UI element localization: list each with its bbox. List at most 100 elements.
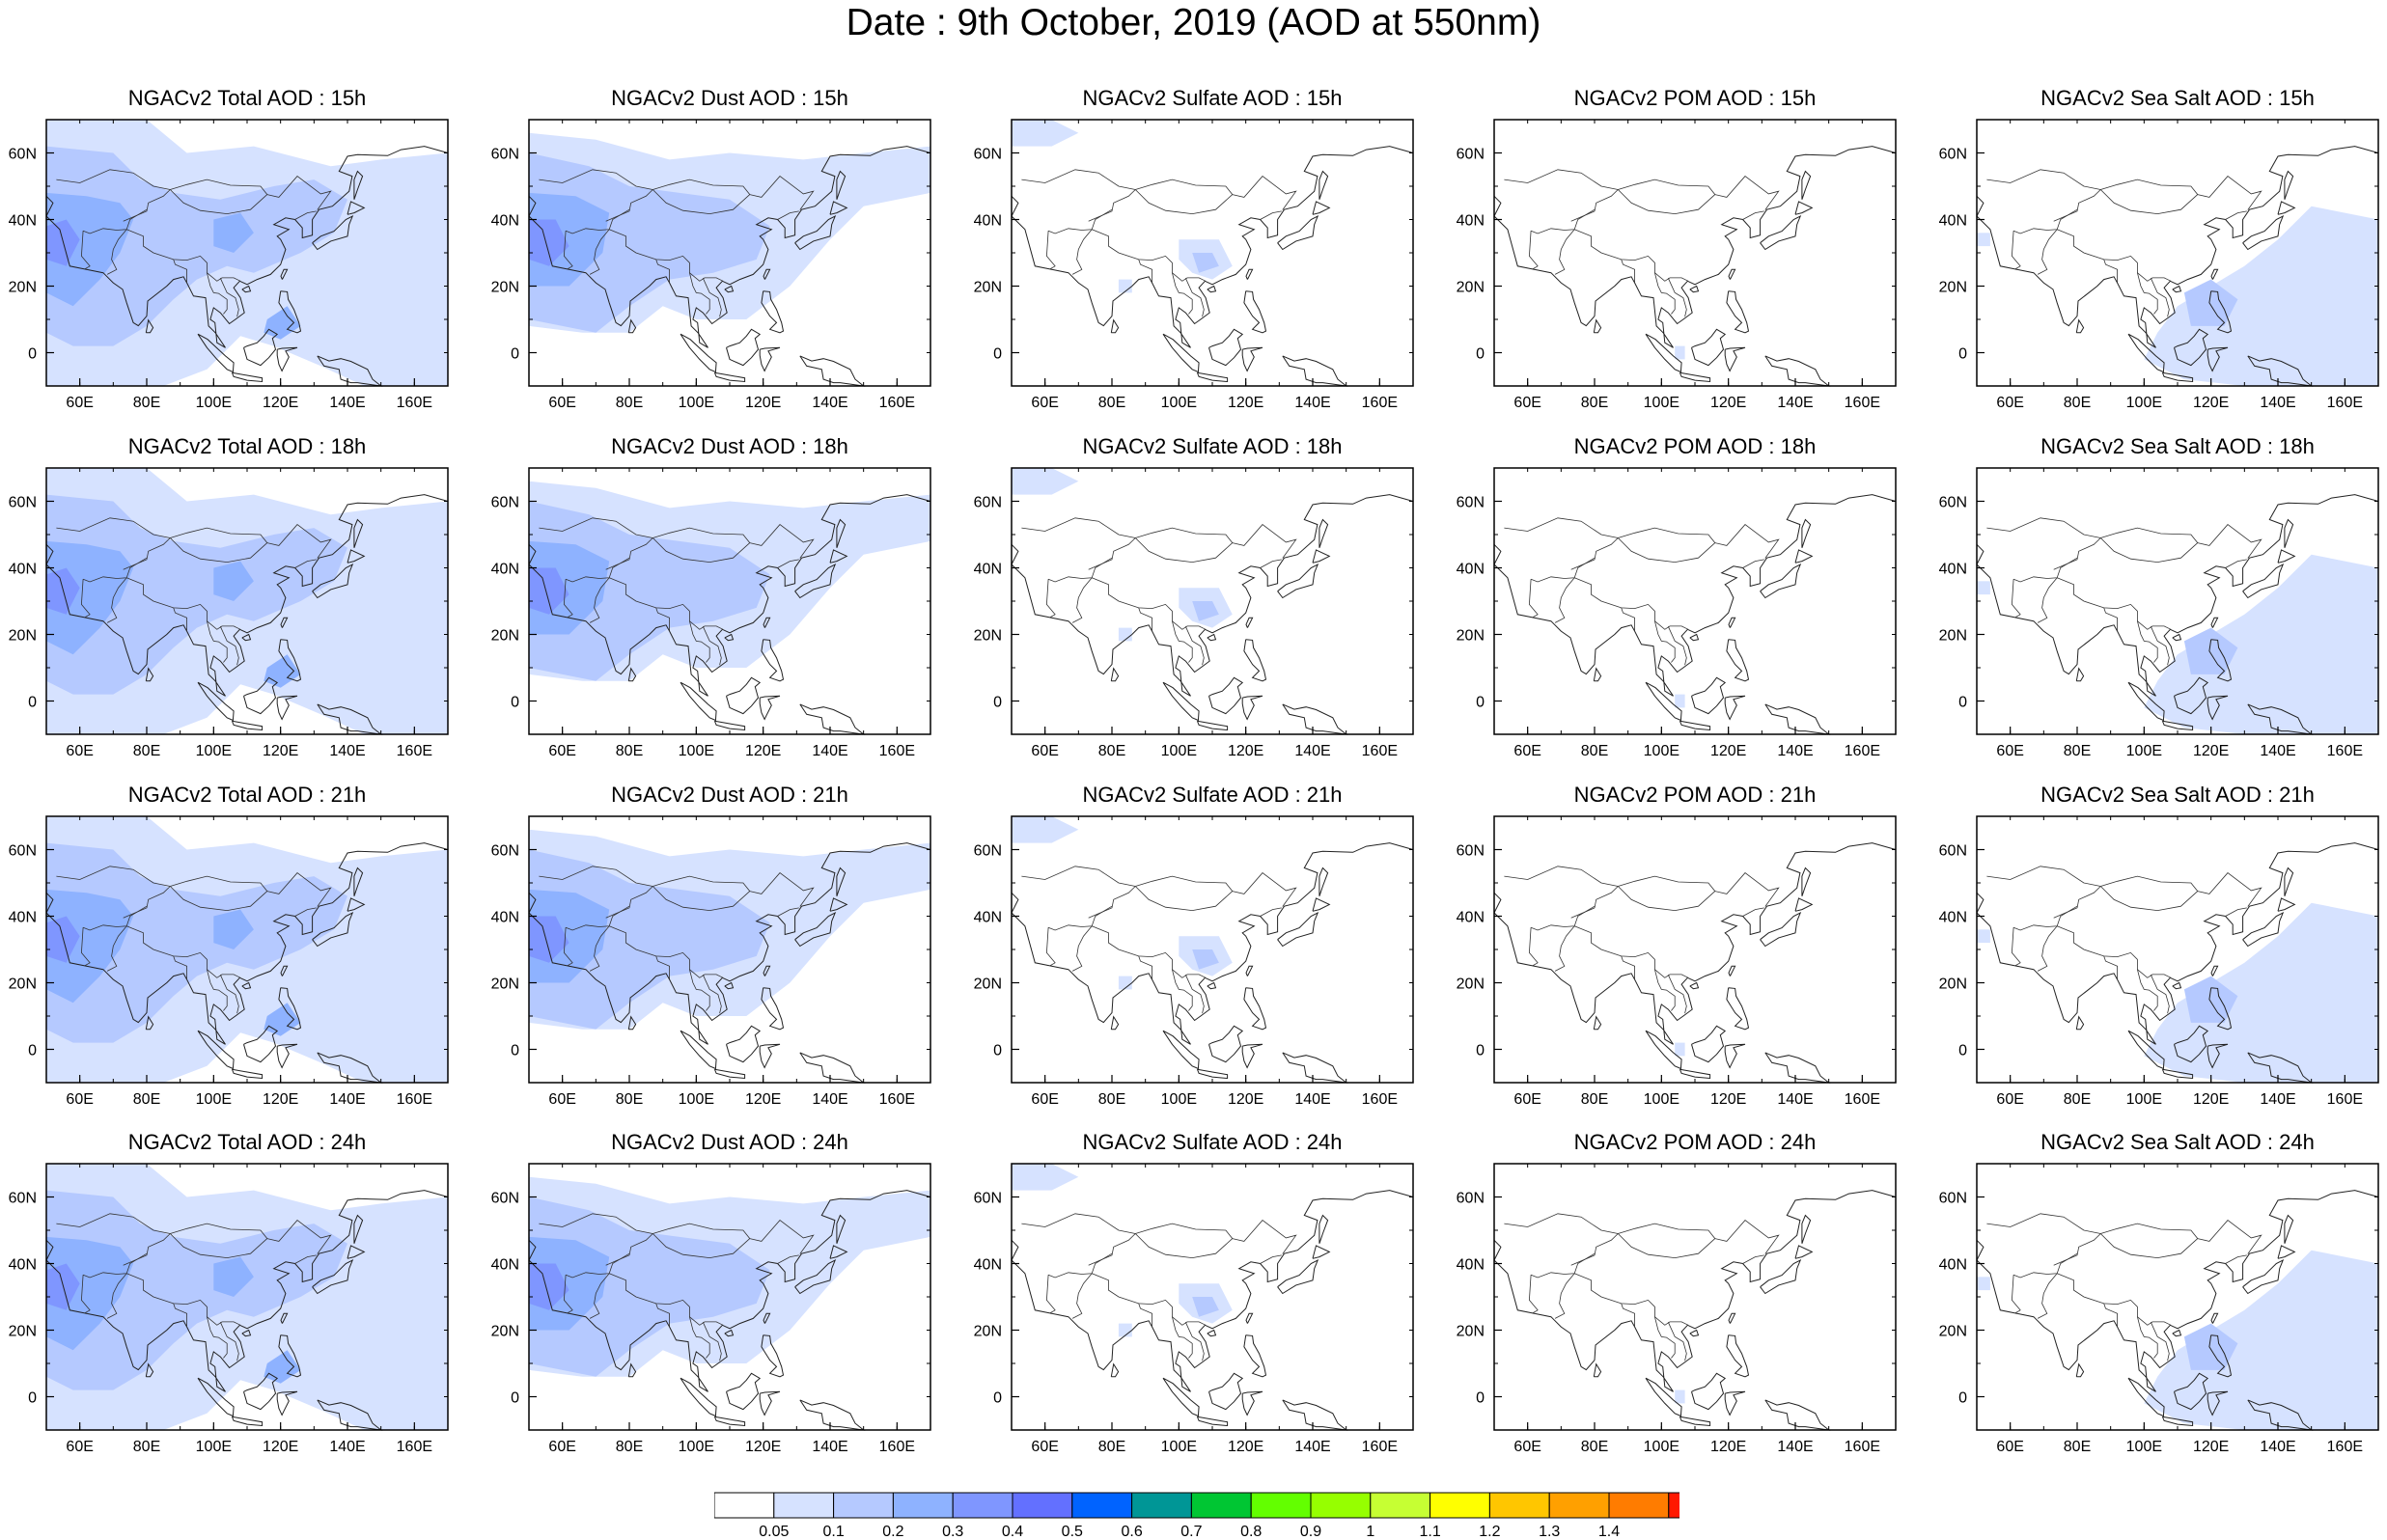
country-border (1530, 905, 1596, 931)
lon-tick-label: 100E (2126, 1439, 2162, 1455)
country-border (1088, 1233, 1136, 1266)
country-border (2137, 272, 2158, 315)
coastline (1726, 639, 1750, 682)
coastline (2208, 639, 2233, 682)
lat-tick-label: 0 (511, 695, 519, 711)
country-border (2197, 524, 2262, 559)
aod-shade-region (46, 1190, 347, 1390)
colorbar-label: 1 (1366, 1524, 1374, 1538)
country-border (294, 1254, 317, 1264)
country-border (294, 907, 317, 917)
lat-tick-label: 60N (1457, 147, 1485, 163)
coastline (276, 346, 298, 372)
coastline (680, 333, 717, 373)
aod-shade-region (2144, 902, 2378, 1083)
aod-shade-region (1118, 976, 1132, 990)
map-panel: NGACv2 Total AOD : 21h 60E 80E 100E 120E 140E… (0, 780, 483, 1127)
lat-tick-label: 40N (9, 562, 37, 578)
coastline (2208, 290, 2233, 334)
coastline (1196, 1068, 1229, 1080)
coastline (1976, 146, 2379, 348)
lon-tick-label: 60E (1513, 743, 1540, 759)
country-border (539, 866, 653, 887)
lat-tick-label: 20N (9, 280, 37, 296)
country-border (1172, 620, 1193, 663)
lon-tick-label: 60E (548, 1439, 575, 1455)
colorbar-swatch (1608, 1492, 1670, 1519)
coastline (241, 1329, 252, 1337)
coastline (1689, 981, 1700, 990)
country-border (605, 1233, 653, 1266)
country-border (565, 905, 630, 931)
country-border (689, 620, 710, 663)
country-border (1088, 537, 1136, 570)
map-panel: NGACv2 Sea Salt AOD : 21h 60E 80E 100E 120E 1… (1930, 780, 2387, 1127)
country-border (2103, 259, 2119, 284)
lon-tick-label: 120E (2193, 1439, 2229, 1455)
coastline (1645, 333, 1682, 373)
lon-tick-label: 80E (616, 395, 643, 411)
country-border (80, 927, 91, 966)
country-border (2037, 1273, 2058, 1319)
lon-tick-label: 160E (397, 743, 432, 759)
colorbar-label: 0.7 (1180, 1524, 1202, 1538)
coastline (1724, 1390, 1746, 1416)
lat-tick-label: 0 (993, 346, 1002, 363)
lon-tick-label: 120E (2193, 743, 2229, 759)
coastline (280, 268, 289, 280)
coastline (1282, 355, 1348, 387)
coastline (836, 518, 847, 548)
lat-tick-label: 20N (9, 976, 37, 993)
coastline (243, 676, 279, 715)
coastline (1679, 720, 1711, 731)
lon-tick-label: 100E (679, 395, 714, 411)
colorbar-label: 1.1 (1419, 1524, 1440, 1538)
colorbar-swatch (1488, 1492, 1550, 1519)
country-border (1184, 626, 1205, 666)
lat-tick-label: 60N (491, 843, 519, 860)
coastline (2174, 676, 2209, 715)
country-border (1088, 886, 1136, 919)
lon-tick-label: 160E (879, 743, 915, 759)
coastline (726, 1025, 762, 1063)
country-border (1021, 866, 1136, 887)
lon-tick-label: 80E (133, 743, 160, 759)
coastline (2277, 549, 2296, 564)
aod-shade-region (1118, 279, 1132, 293)
coastline (2174, 1025, 2209, 1063)
coastline (1691, 676, 1727, 715)
country-border (749, 176, 815, 210)
coastline (2277, 897, 2296, 912)
country-border (219, 975, 239, 1014)
lat-tick-label: 20N (9, 1324, 37, 1340)
coastline (280, 1312, 289, 1324)
country-border (170, 1223, 268, 1259)
coastline (278, 1334, 302, 1378)
country-border (1184, 1322, 1205, 1361)
country-border (563, 927, 573, 966)
lon-tick-label: 160E (1845, 1091, 1880, 1108)
map-plot: 60E 80E 100E 120E 140E 160E 60N 40N 20N 0 (1457, 467, 1897, 759)
coastline (2208, 987, 2233, 1031)
country-border (655, 955, 671, 980)
country-border (80, 579, 91, 618)
country-border (1232, 176, 1297, 210)
colorbar-swatch (1012, 1492, 1073, 1519)
coastline (528, 842, 931, 1045)
coastline (1312, 201, 1331, 215)
lon-tick-label: 140E (329, 1439, 365, 1455)
lon-tick-label: 60E (66, 395, 93, 411)
aod-shade-region (1192, 1297, 1219, 1317)
country-border (173, 607, 188, 632)
colorbar-label: 0.5 (1062, 1524, 1083, 1538)
lon-tick-label: 160E (879, 1091, 915, 1108)
lon-tick-label: 100E (1644, 1091, 1679, 1108)
country-border (2011, 579, 2021, 618)
lat-tick-label: 60N (491, 495, 519, 511)
country-border (56, 169, 171, 190)
lat-tick-label: 0 (511, 1390, 519, 1407)
aod-shade-region (529, 219, 569, 266)
country-border (126, 925, 241, 978)
lat-tick-label: 0 (28, 1390, 37, 1407)
country-border (2011, 1275, 2021, 1313)
